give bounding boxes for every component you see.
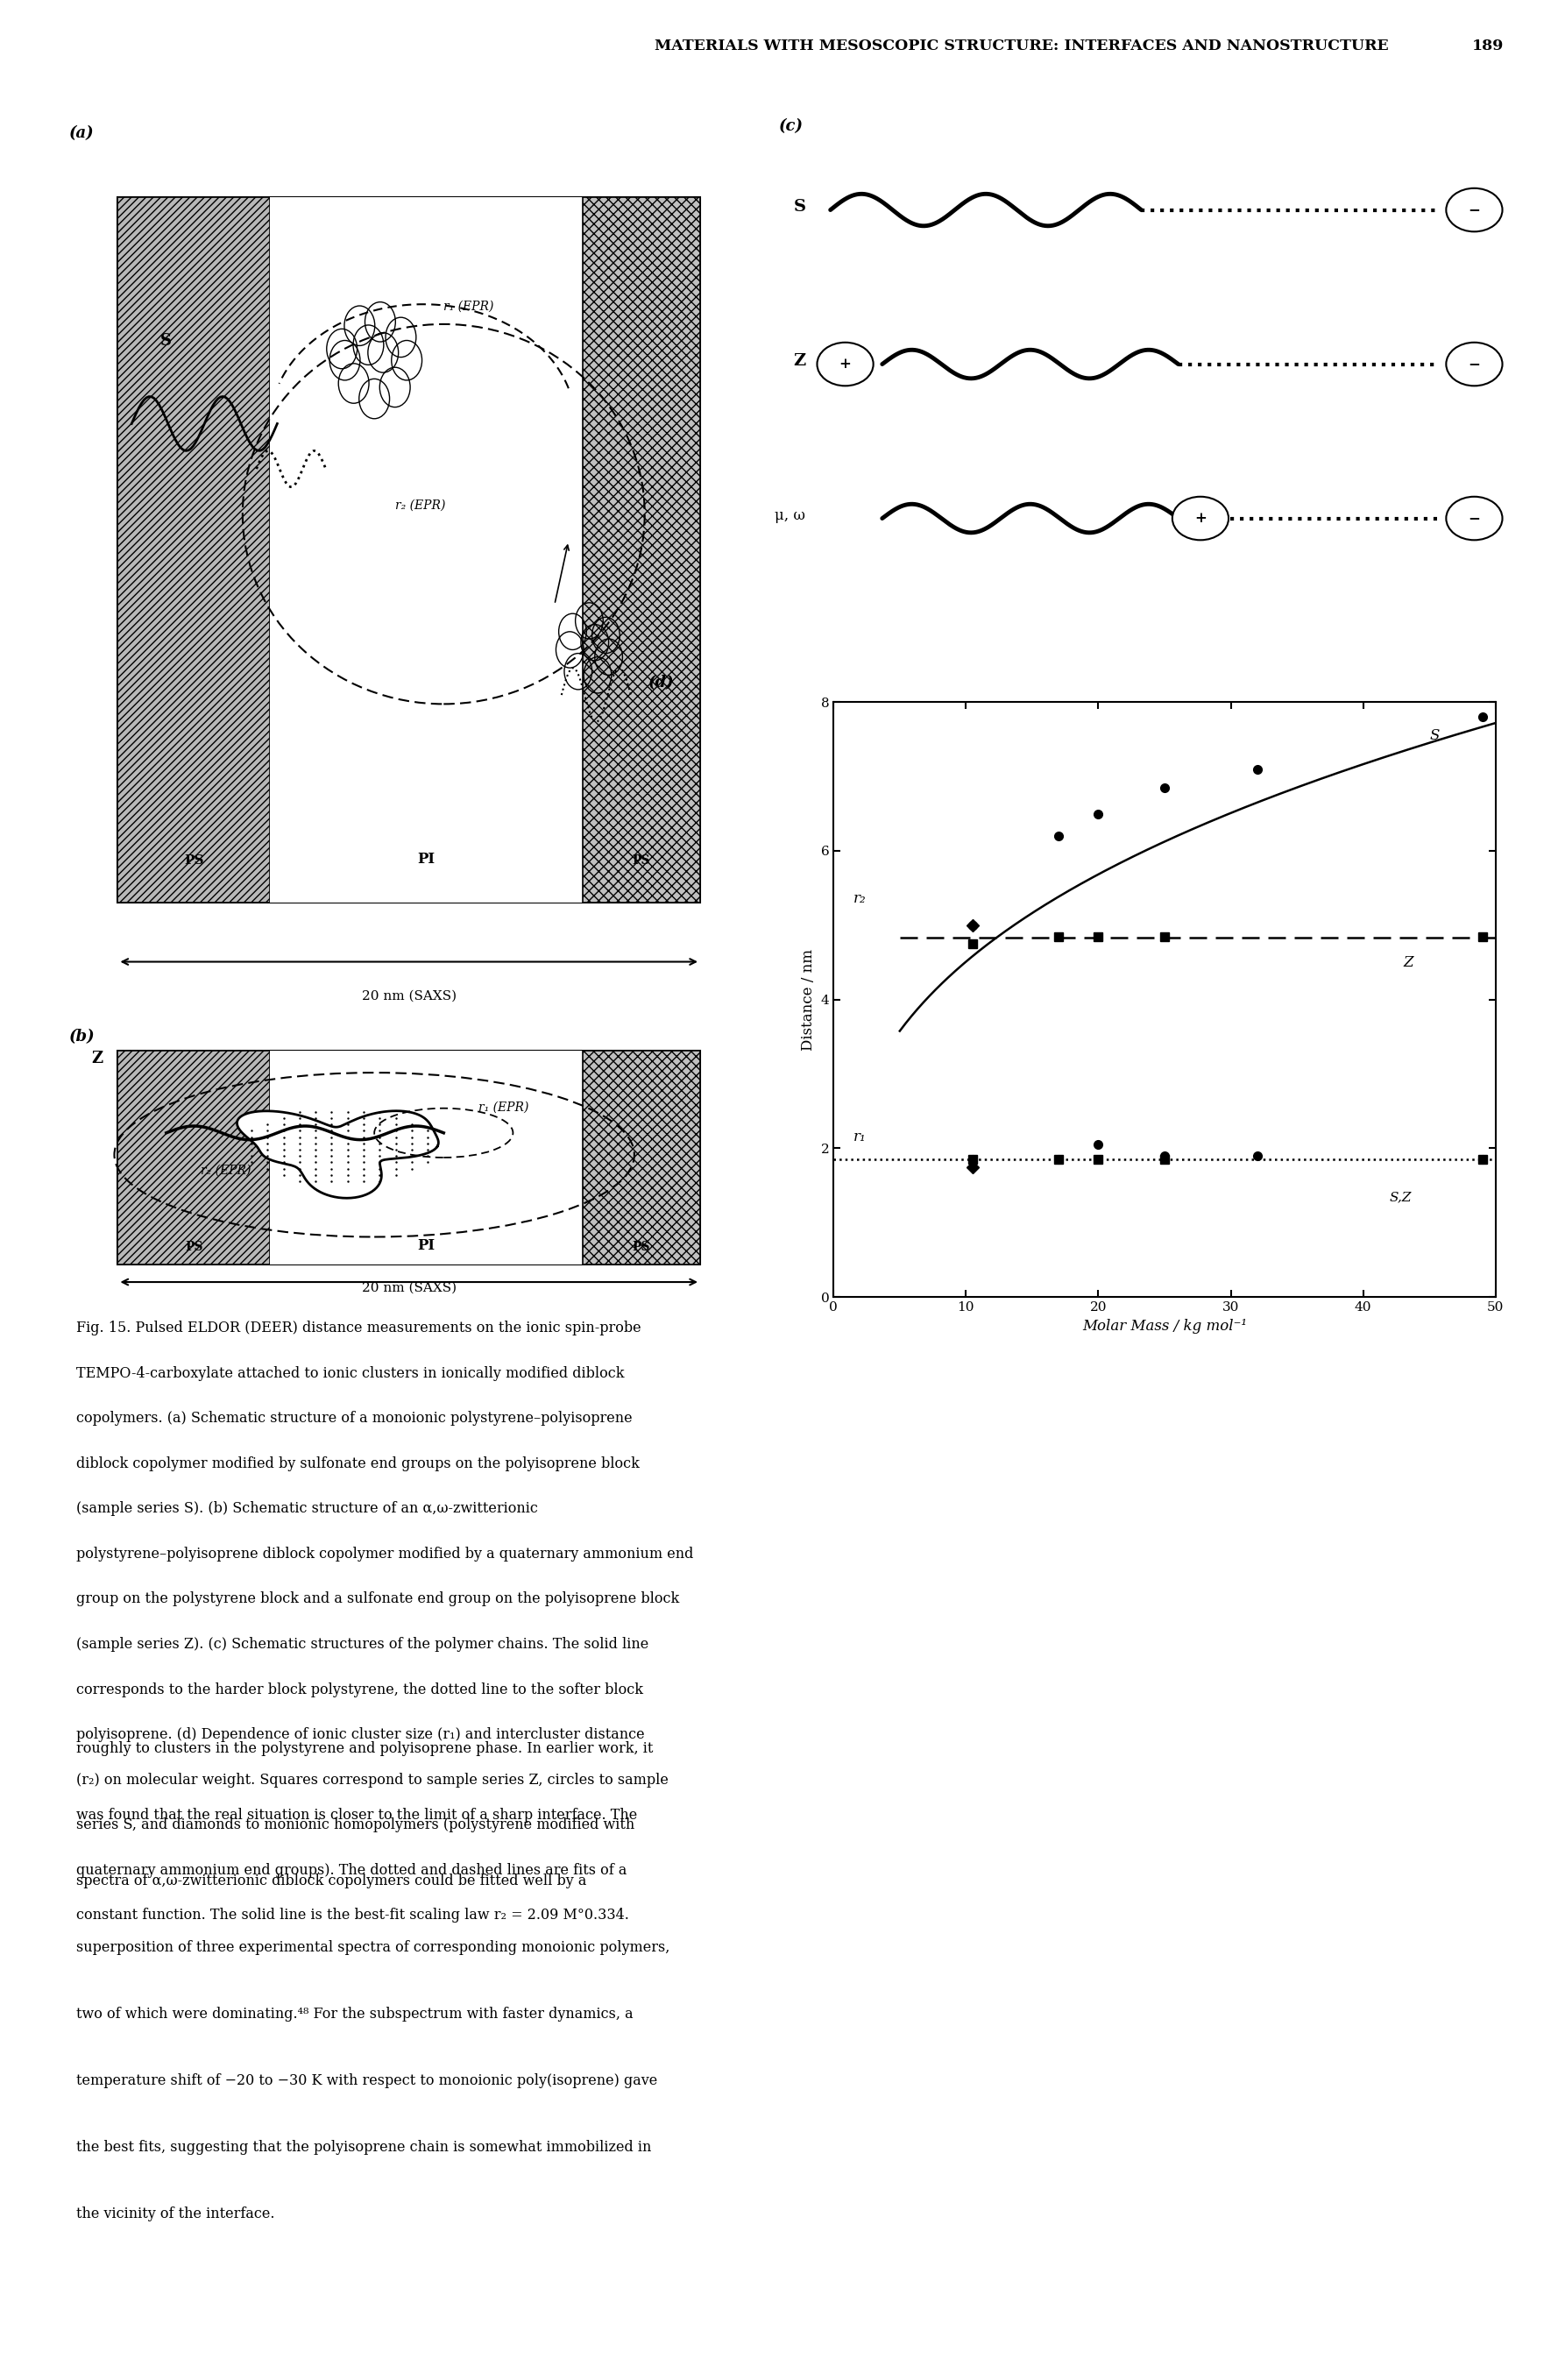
Text: two of which were dominating.⁴⁸ For the subspectrum with faster dynamics, a: two of which were dominating.⁴⁸ For the … [76,2006,634,2023]
Bar [118,198,700,902]
Text: quaternary ammonium end groups). The dotted and dashed lines are fits of a: quaternary ammonium end groups). The dot… [76,1864,628,1878]
Bar [583,1052,700,1264]
Circle shape [1446,188,1502,231]
Text: r₁ (EPR): r₁ (EPR) [478,1102,528,1114]
Text: constant function. The solid line is the best-fit scaling law r₂ = 2.09 M°0.334.: constant function. The solid line is the… [76,1909,629,1923]
Text: S: S [1430,728,1440,743]
Text: (a): (a) [69,126,95,140]
Text: PS: PS [633,854,650,866]
Text: MATERIALS WITH MESOSCOPIC STRUCTURE: INTERFACES AND NANOSTRUCTURE: MATERIALS WITH MESOSCOPIC STRUCTURE: INT… [654,38,1388,55]
X-axis label: Molar Mass / kg mol⁻¹: Molar Mass / kg mol⁻¹ [1083,1319,1246,1333]
Text: 20 nm (SAXS): 20 nm (SAXS) [361,1283,456,1295]
Text: TEMPO-4-carboxylate attached to ionic clusters in ionically modified diblock: TEMPO-4-carboxylate attached to ionic cl… [76,1366,625,1380]
Text: polyisoprene. (d) Dependence of ionic cluster size (r₁) and intercluster distanc: polyisoprene. (d) Dependence of ionic cl… [76,1728,645,1742]
Bar [271,1052,583,1264]
Text: −: − [1468,512,1480,526]
Text: 189: 189 [1472,38,1503,55]
Y-axis label: Distance / nm: Distance / nm [801,950,816,1050]
Text: PS: PS [633,1240,650,1254]
Text: PI: PI [418,1238,435,1254]
Text: 20 nm (SAXS): 20 nm (SAXS) [361,990,456,1002]
Text: −: − [1468,357,1480,371]
Text: PS: PS [185,1240,203,1254]
Text: (b): (b) [69,1028,95,1045]
Text: roughly to clusters in the polystyrene and polyisoprene phase. In earlier work, : roughly to clusters in the polystyrene a… [76,1740,653,1756]
Text: μ, ω: μ, ω [774,507,805,524]
Circle shape [1172,497,1229,540]
Text: (c): (c) [779,119,802,133]
Text: r₂: r₂ [854,892,866,907]
Text: +: + [840,357,851,371]
Text: r₁: r₁ [854,1130,866,1145]
Text: temperature shift of −20 to −30 K with respect to monoionic poly(isoprene) gave: temperature shift of −20 to −30 K with r… [76,2073,657,2087]
Circle shape [1446,497,1502,540]
Text: was found that the real situation is closer to the limit of a sharp interface. T: was found that the real situation is clo… [76,1806,637,1823]
Text: S,Z: S,Z [1390,1190,1412,1202]
Text: (sample series S). (b) Schematic structure of an α,ω-zwitterionic: (sample series S). (b) Schematic structu… [76,1502,539,1516]
Text: +: + [1195,512,1206,526]
Bar [118,1052,271,1264]
Text: PI: PI [418,852,435,866]
Bar [583,198,700,902]
Text: (d): (d) [648,674,675,690]
Bar [118,1052,700,1264]
Circle shape [1446,343,1502,386]
Polygon shape [237,1111,438,1197]
Text: r₂ (EPR): r₂ (EPR) [201,1164,251,1176]
Text: superposition of three experimental spectra of corresponding monoionic polymers,: superposition of three experimental spec… [76,1940,670,1956]
Text: copolymers. (a) Schematic structure of a monoionic polystyrene–polyisoprene: copolymers. (a) Schematic structure of a… [76,1411,633,1426]
Text: Z: Z [793,352,805,369]
Text: (r₂) on molecular weight. Squares correspond to sample series Z, circles to samp: (r₂) on molecular weight. Squares corres… [76,1773,668,1787]
Text: the vicinity of the interface.: the vicinity of the interface. [76,2206,276,2221]
Bar [118,198,271,902]
Text: group on the polystyrene block and a sulfonate end group on the polyisoprene blo: group on the polystyrene block and a sul… [76,1592,679,1607]
Text: Fig. 15. Pulsed ELDOR (DEER) distance measurements on the ionic spin-probe: Fig. 15. Pulsed ELDOR (DEER) distance me… [76,1321,642,1335]
Text: the best fits, suggesting that the polyisoprene chain is somewhat immobilized in: the best fits, suggesting that the polyi… [76,2140,651,2154]
Circle shape [816,343,874,386]
Text: (sample series Z). (c) Schematic structures of the polymer chains. The solid lin: (sample series Z). (c) Schematic structu… [76,1637,650,1652]
Text: S: S [793,200,805,214]
Text: r₁ (EPR): r₁ (EPR) [444,300,494,312]
Text: r₂ (EPR): r₂ (EPR) [396,500,446,512]
Text: corresponds to the harder block polystyrene, the dotted line to the softer block: corresponds to the harder block polystyr… [76,1683,643,1697]
Text: spectra of α,ω-zwitterionic diblock copolymers could be fitted well by a: spectra of α,ω-zwitterionic diblock copo… [76,1873,587,1890]
Text: PS: PS [184,854,204,866]
Bar [271,198,583,902]
Text: −: − [1468,202,1480,217]
Text: Z: Z [92,1052,103,1066]
Text: diblock copolymer modified by sulfonate end groups on the polyisoprene block: diblock copolymer modified by sulfonate … [76,1457,640,1471]
Text: S: S [160,333,171,350]
Text: Z: Z [1404,954,1413,969]
Text: series S, and diamonds to monionic homopolymers (polystyrene modified with: series S, and diamonds to monionic homop… [76,1818,636,1833]
Text: polystyrene–polyisoprene diblock copolymer modified by a quaternary ammonium end: polystyrene–polyisoprene diblock copolym… [76,1547,693,1561]
